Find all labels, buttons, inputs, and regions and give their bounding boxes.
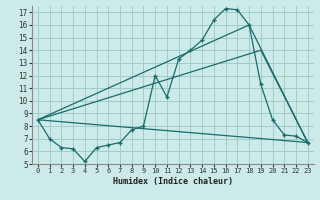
X-axis label: Humidex (Indice chaleur): Humidex (Indice chaleur) (113, 177, 233, 186)
